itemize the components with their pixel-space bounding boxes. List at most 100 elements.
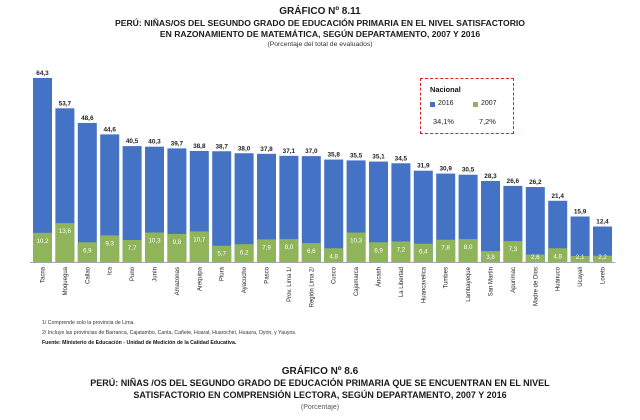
bar-2016 xyxy=(279,155,299,262)
data-label-2016: 38,0 xyxy=(238,145,251,152)
bar-2016 xyxy=(234,153,254,262)
data-label-2007: 6,9 xyxy=(83,247,92,254)
tick-label: Cusco xyxy=(332,266,338,284)
tick-label: Tacna xyxy=(41,266,47,283)
tick-label: Tumbes xyxy=(444,267,450,288)
data-label-2016: 34,5 xyxy=(395,155,408,162)
bar-2016 xyxy=(212,151,232,262)
bar-2007 xyxy=(346,232,366,262)
bar-2007 xyxy=(167,233,187,262)
tick-label: Lambayeque xyxy=(466,266,472,301)
data-label-2007: 6,4 xyxy=(419,249,428,256)
data-label-2007: 3,8 xyxy=(486,254,495,261)
bar-2007 xyxy=(301,243,321,262)
data-label-2007: 10,7 xyxy=(193,236,206,243)
data-label-2016: 40,5 xyxy=(126,138,139,145)
data-label-2007: 7,3 xyxy=(509,246,518,253)
bar-2007 xyxy=(77,242,97,262)
tick-label: Loreto xyxy=(601,266,607,284)
legend-label-2007: 2007 xyxy=(481,100,497,107)
data-label-2007: 2,2 xyxy=(598,254,607,261)
bar-2007 xyxy=(100,235,120,262)
data-label-2016: 64,3 xyxy=(36,70,49,77)
data-label-2007: 6,6 xyxy=(307,248,316,255)
legend-swatch-2007 xyxy=(473,102,478,107)
tick-label: San Martín xyxy=(489,267,495,296)
bar-2016 xyxy=(525,187,545,262)
bar-2016 xyxy=(100,134,120,262)
bar-2016 xyxy=(548,200,568,262)
data-label-2007: 7,8 xyxy=(441,245,450,252)
data-label-2007: 10,3 xyxy=(350,238,363,245)
tick-label: Madre de Dios xyxy=(533,267,539,306)
figure2-subtitle: (Porcentaje) xyxy=(300,404,340,411)
bar-2007 xyxy=(189,231,209,262)
legend-value-2016: 34,1% xyxy=(433,117,454,126)
tick-label: Prov. Lima 1/ xyxy=(287,267,293,302)
tick-label: La Libertad xyxy=(399,267,405,297)
tick-label: Ayacucho xyxy=(242,266,248,293)
bar-2016 xyxy=(33,78,52,262)
bar-2007 xyxy=(279,239,299,262)
data-label-2016: 44,6 xyxy=(103,126,116,133)
data-label-2016: 26,6 xyxy=(507,178,520,185)
bar-2016 xyxy=(257,153,276,262)
tick-label: Arequipa xyxy=(197,266,203,291)
bar-2016 xyxy=(369,161,388,262)
tick-label: Apurímac xyxy=(511,267,517,293)
bar-2016 xyxy=(391,163,411,262)
bar-2007 xyxy=(212,245,232,262)
bar-2007 xyxy=(593,255,612,262)
bar-2007 xyxy=(55,223,75,262)
tick-label: Cajamarca xyxy=(354,266,360,296)
data-label-2016: 30,5 xyxy=(462,167,475,174)
data-label-2016: 38,8 xyxy=(193,143,206,150)
data-label-2007: 2,1 xyxy=(576,254,585,261)
bar-2016 xyxy=(122,146,142,262)
figure1-title-line2: EN RAZONAMIENTO DE MATEMÁTICA, SEGÚN DEP… xyxy=(159,29,481,39)
data-label-2007: 10,3 xyxy=(148,238,161,245)
bar-2007 xyxy=(413,243,433,262)
bar-2007 xyxy=(458,239,478,262)
source-note: Fuente: Ministerio de Educación - Unidad… xyxy=(42,340,237,346)
legend-swatch-2016 xyxy=(430,102,435,107)
bar-2016 xyxy=(77,122,97,262)
data-label-2007: 6,2 xyxy=(240,249,249,256)
data-label-2007: 4,8 xyxy=(329,253,338,260)
bar-2016 xyxy=(570,216,590,262)
bar-2007 xyxy=(548,248,568,262)
data-label-2007: 8,0 xyxy=(464,244,473,251)
bar-2007 xyxy=(369,242,388,262)
bar-2007 xyxy=(33,232,52,262)
data-label-2016: 37,1 xyxy=(283,148,296,155)
bar-2007 xyxy=(234,244,254,262)
tick-label: Ucayali xyxy=(578,267,584,287)
bar-2016 xyxy=(167,148,187,262)
figure1-subtitle: (Porcentaje del total de evaluados) xyxy=(267,41,373,48)
data-label-2016: 40,3 xyxy=(148,139,161,146)
legend-title: Nacional xyxy=(430,85,461,94)
bar-2016 xyxy=(481,181,500,262)
data-label-2016: 37,8 xyxy=(260,146,273,153)
tick-label: Moquegua xyxy=(63,266,69,295)
bar-2007 xyxy=(391,241,411,262)
figure2-title-line2: SATISFACTORIO EN COMPRENSIÓN LECTORA, SE… xyxy=(133,390,507,400)
data-label-2007: 7,7 xyxy=(128,245,137,252)
data-label-2007: 7,2 xyxy=(397,246,406,253)
data-label-2007: 7,9 xyxy=(262,244,271,251)
data-label-2016: 28,3 xyxy=(484,173,497,180)
data-label-2007: 5,7 xyxy=(217,251,226,258)
data-label-2016: 12,4 xyxy=(596,219,609,226)
tick-label: Huánuco xyxy=(556,266,562,291)
bar-2007 xyxy=(525,254,545,262)
bar-2007 xyxy=(481,251,500,262)
bar-2007 xyxy=(145,232,164,262)
data-label-2007: 8,0 xyxy=(285,244,294,251)
data-label-2016: 38,7 xyxy=(215,143,228,150)
data-label-2016: 15,9 xyxy=(574,209,587,216)
data-label-2007: 9,8 xyxy=(173,239,182,246)
bar-2007 xyxy=(436,239,456,262)
footnote-2: 2/ Incluye las provincias de Barranca, C… xyxy=(42,330,297,336)
bar-2007 xyxy=(503,241,523,262)
data-label-2016: 30,9 xyxy=(439,166,452,173)
